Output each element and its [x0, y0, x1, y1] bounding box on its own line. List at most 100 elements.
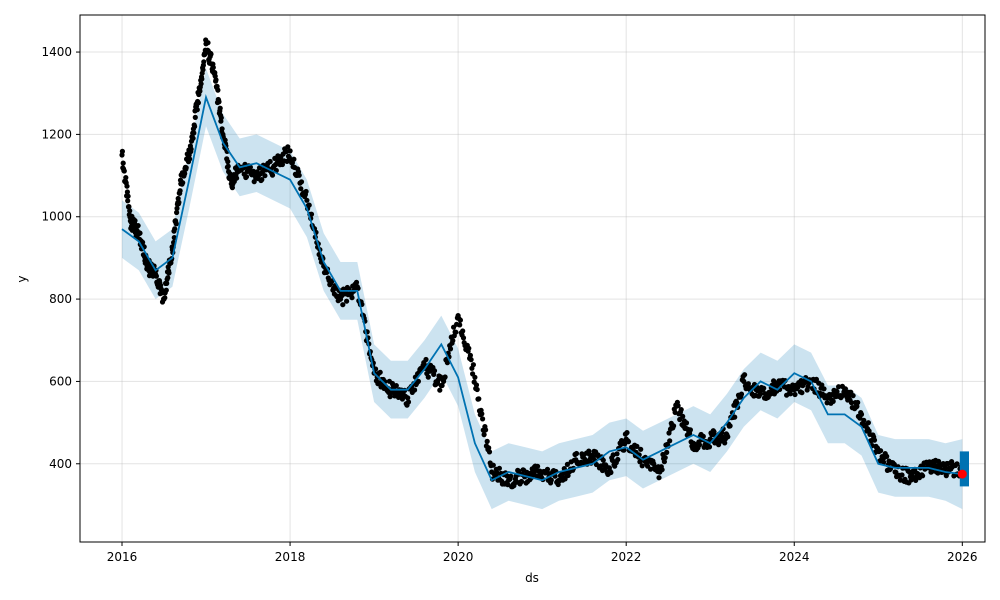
- observed-point: [467, 352, 473, 358]
- observed-point: [494, 470, 500, 476]
- observed-point: [412, 387, 418, 393]
- observed-point: [913, 477, 919, 483]
- observed-point: [125, 193, 131, 199]
- observed-point: [296, 172, 302, 178]
- observed-point: [821, 386, 827, 392]
- observed-point: [192, 123, 198, 130]
- x-tick-label: 2016: [107, 550, 138, 564]
- observed-point: [470, 362, 476, 368]
- observed-point: [210, 64, 216, 71]
- observed-point: [194, 107, 200, 113]
- observed-point: [865, 420, 872, 426]
- grid-lines: [80, 15, 985, 542]
- observed-point: [124, 183, 130, 189]
- observed-point: [881, 459, 887, 465]
- observed-point: [479, 411, 485, 417]
- observed-point: [675, 403, 681, 409]
- observed-point: [768, 391, 774, 397]
- observed-point: [481, 432, 487, 438]
- observed-point: [269, 172, 276, 178]
- x-tick-label: 2024: [779, 550, 810, 564]
- observed-point: [457, 317, 463, 323]
- observed-point: [738, 391, 745, 397]
- observed-point: [349, 295, 355, 301]
- observed-point: [732, 414, 738, 420]
- observed-point: [304, 197, 310, 203]
- observed-point: [120, 160, 126, 166]
- observed-point: [638, 446, 644, 452]
- observed-point: [437, 387, 443, 393]
- uncertainty-interval-area: [122, 68, 963, 510]
- observed-point: [198, 81, 204, 87]
- observed-point: [340, 302, 346, 308]
- observed-point: [861, 417, 867, 423]
- uncertainty-band: [122, 68, 963, 510]
- observed-point: [291, 156, 297, 162]
- observed-point: [405, 395, 411, 401]
- observed-point: [176, 199, 182, 205]
- observed-point: [518, 478, 525, 485]
- observed-point: [671, 423, 677, 429]
- observed-point: [353, 279, 360, 285]
- observed-point: [306, 202, 312, 208]
- forecast-future-area: [959, 451, 969, 487]
- observed-point: [842, 386, 849, 392]
- observed-point: [848, 400, 855, 406]
- observed-point: [285, 144, 291, 150]
- observed-point: [415, 378, 421, 384]
- observed-point: [625, 439, 632, 445]
- observed-point: [490, 462, 496, 468]
- observed-point: [177, 188, 183, 194]
- y-tick-label: 1000: [41, 210, 72, 224]
- observed-point: [344, 298, 350, 304]
- observed-point: [700, 433, 706, 439]
- observed-point: [854, 403, 860, 409]
- observed-point: [634, 443, 640, 449]
- observed-point: [624, 430, 630, 436]
- observed-point: [243, 174, 250, 180]
- y-tick-label: 800: [49, 292, 72, 306]
- observed-point: [225, 163, 231, 169]
- observed-point: [659, 467, 665, 473]
- observed-point: [920, 473, 926, 479]
- plot-frame: [79, 14, 986, 543]
- observed-point: [123, 175, 129, 181]
- observed-point: [217, 105, 223, 111]
- observed-point: [878, 448, 884, 454]
- observed-point: [639, 463, 645, 469]
- observed-point: [197, 88, 203, 94]
- observed-point: [836, 384, 842, 390]
- observed-point: [439, 382, 445, 389]
- observed-point: [213, 77, 219, 83]
- observed-point: [132, 218, 138, 224]
- observed-point: [165, 275, 171, 281]
- observed-point: [758, 391, 764, 397]
- x-axis-ticks: 2016 2018 2020 2022 2024 2026: [107, 542, 978, 564]
- observed-point: [425, 374, 431, 380]
- observed-point: [473, 382, 480, 388]
- observed-point: [562, 476, 568, 482]
- observed-point: [119, 148, 125, 154]
- observed-point: [125, 198, 131, 204]
- y-tick-label: 1400: [41, 45, 72, 59]
- observed-point: [187, 156, 193, 162]
- observed-point: [667, 438, 673, 444]
- observed-point: [711, 429, 717, 435]
- x-axis-title: ds: [525, 571, 539, 585]
- observed-point: [200, 67, 206, 73]
- observed-point: [188, 146, 194, 152]
- observed-point: [137, 230, 143, 236]
- observed-point: [355, 285, 361, 291]
- x-tick-label: 2022: [611, 550, 642, 564]
- observed-point: [954, 461, 960, 467]
- observed-point: [453, 329, 459, 335]
- y-tick-label: 600: [49, 374, 72, 388]
- observed-point: [819, 382, 825, 388]
- observed-point: [834, 389, 840, 395]
- observed-point: [855, 399, 861, 406]
- observed-point: [219, 126, 225, 132]
- observed-point: [614, 451, 620, 457]
- observed-point: [942, 465, 949, 471]
- observed-point: [126, 204, 132, 210]
